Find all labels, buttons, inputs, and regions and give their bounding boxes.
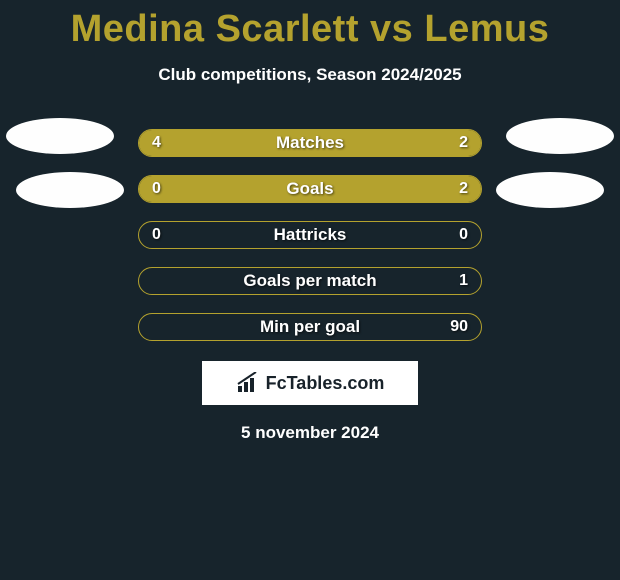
footer-brand-text: FcTables.com (266, 373, 385, 394)
stat-value-right: 2 (459, 129, 468, 157)
page-title: Medina Scarlett vs Lemus (0, 0, 620, 51)
footer-date: 5 november 2024 (0, 423, 620, 443)
stat-value-right: 90 (450, 313, 468, 341)
stat-row: 4Matches2 (0, 129, 620, 157)
stat-value-right: 1 (459, 267, 468, 295)
chart-icon (236, 372, 260, 394)
stat-label: Goals (138, 175, 482, 203)
stat-row: 0Hattricks0 (0, 221, 620, 249)
stats-chart: 4Matches20Goals20Hattricks0Goals per mat… (0, 129, 620, 341)
stat-label: Matches (138, 129, 482, 157)
page-subtitle: Club competitions, Season 2024/2025 (0, 65, 620, 85)
stat-row: 0Goals2 (0, 175, 620, 203)
stat-value-right: 2 (459, 175, 468, 203)
stat-row: Min per goal90 (0, 313, 620, 341)
footer-logo: FcTables.com (202, 361, 418, 405)
stat-value-right: 0 (459, 221, 468, 249)
stat-label: Goals per match (138, 267, 482, 295)
stat-label: Hattricks (138, 221, 482, 249)
stat-row: Goals per match1 (0, 267, 620, 295)
stat-label: Min per goal (138, 313, 482, 341)
